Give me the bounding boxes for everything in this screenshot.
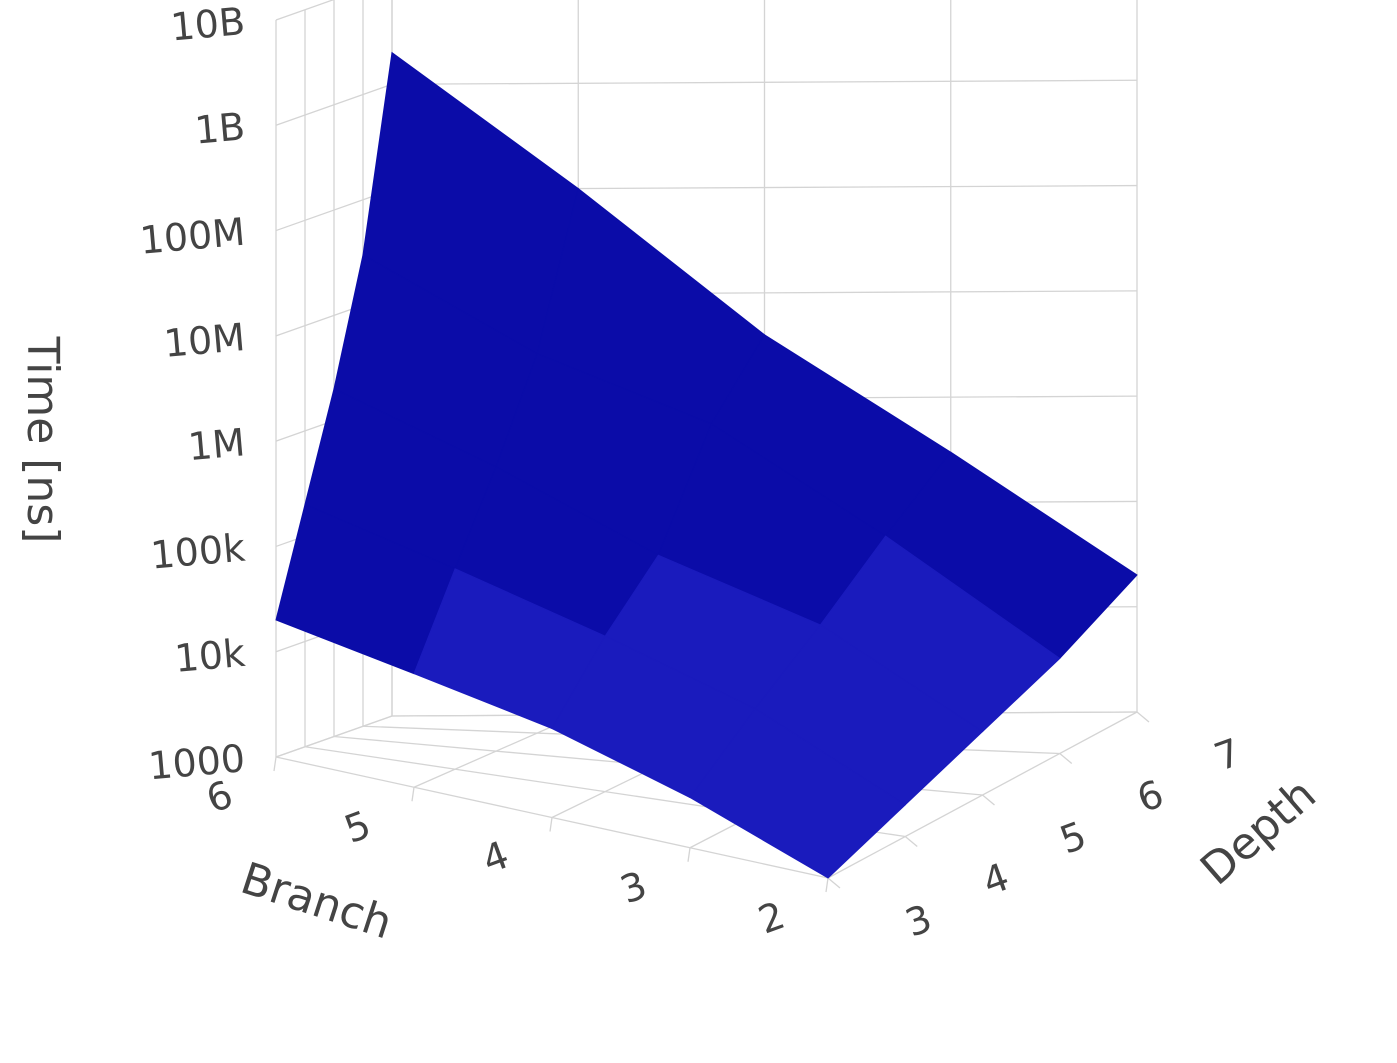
depth-tick-mark: [904, 836, 918, 847]
depth-tick-mark: [827, 877, 841, 889]
depth-tick-mark: [982, 794, 995, 806]
x-axis-title: Branch: [235, 853, 398, 949]
branch-tick-mark: [825, 877, 829, 893]
depth-tick-label: 6: [1131, 771, 1169, 821]
depth-tick-label: 5: [1054, 813, 1092, 863]
depth-tick-label: 7: [1209, 730, 1247, 780]
z-axis-title: Time [ns]: [17, 336, 68, 544]
z-tick-label: 10M: [162, 315, 247, 366]
z-tick-label: 10k: [173, 631, 247, 681]
depth-tick-mark: [1059, 753, 1073, 764]
branch-tick-label: 4: [477, 832, 515, 882]
branch-tick-mark: [687, 847, 691, 862]
depth-tick-mark: [1136, 711, 1150, 723]
z-tick-label: 1M: [186, 420, 247, 469]
surface-patch: [689, 708, 907, 879]
surface: [275, 51, 1138, 879]
y-axis-title: Depth: [1191, 769, 1326, 895]
branch-tick-label: 3: [615, 863, 653, 913]
z-tick-label: 1B: [193, 104, 247, 152]
z-tick-label: 100k: [149, 526, 247, 578]
z-tick-label: 1000: [147, 736, 247, 788]
left-wall-grid-horizontal: [275, 715, 393, 758]
branch-tick-label: 2: [753, 893, 791, 943]
z-tick-label: 100M: [138, 210, 247, 263]
right-wall-grid-horizontal: [391, 79, 1138, 85]
left-wall-grid-horizontal: [275, 0, 335, 21]
z-tick-label: 10B: [169, 0, 247, 49]
branch-tick-mark: [549, 817, 553, 832]
depth-tick-label: 4: [977, 854, 1015, 904]
left-wall-grid-horizontal: [275, 83, 393, 126]
branch-tick-mark: [273, 756, 277, 772]
branch-tick-mark: [411, 787, 415, 802]
depth-tick-label: 3: [900, 896, 938, 946]
branch-tick-label: 5: [339, 802, 377, 852]
